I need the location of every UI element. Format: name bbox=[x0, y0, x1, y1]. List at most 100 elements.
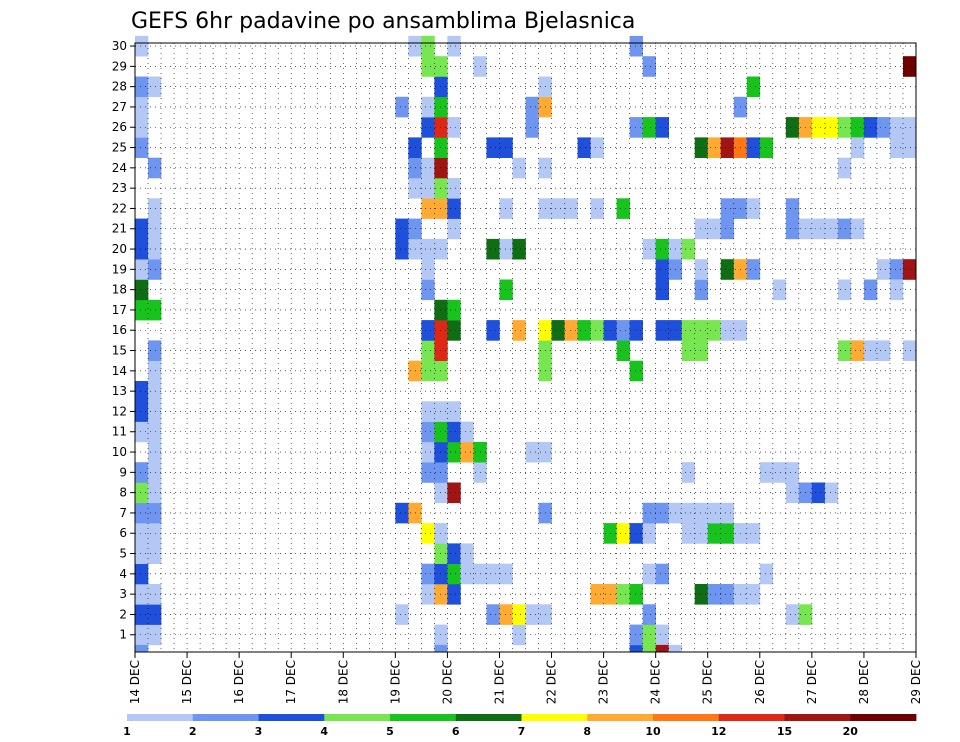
heatmap-cell bbox=[512, 604, 526, 625]
heatmap-cell bbox=[447, 543, 461, 564]
heatmap-cell bbox=[655, 502, 669, 524]
heatmap-cell bbox=[434, 421, 448, 443]
heatmap-cell bbox=[434, 441, 448, 463]
y-tick-label: 23 bbox=[112, 181, 127, 195]
x-tick-label: 22 DEC bbox=[545, 660, 559, 704]
heatmap-cell bbox=[135, 401, 149, 422]
heatmap-cell bbox=[434, 299, 448, 321]
heatmap-cell bbox=[707, 502, 722, 524]
heatmap-cell bbox=[135, 543, 149, 564]
heatmap-cell bbox=[512, 320, 526, 341]
colorbar-swatch bbox=[718, 714, 785, 721]
heatmap-cell bbox=[460, 563, 474, 585]
heatmap-cell bbox=[148, 604, 162, 625]
heatmap-cell bbox=[135, 279, 149, 301]
heatmap-cell bbox=[148, 380, 162, 402]
heatmap-cell bbox=[135, 563, 149, 585]
y-tick-label: 4 bbox=[119, 567, 127, 581]
heatmap-cell bbox=[395, 96, 409, 118]
heatmap-cell bbox=[811, 218, 826, 240]
colorbar-swatch bbox=[850, 714, 917, 721]
heatmap-cell bbox=[421, 117, 435, 138]
heatmap-cell bbox=[876, 340, 891, 361]
heatmap-cells bbox=[135, 35, 917, 653]
heatmap-cell bbox=[135, 137, 149, 158]
heatmap-cell bbox=[148, 198, 162, 219]
heatmap-cell bbox=[447, 320, 461, 341]
colorbar-label: 20 bbox=[843, 725, 859, 738]
y-tick-label: 27 bbox=[112, 100, 127, 114]
heatmap-cell bbox=[135, 218, 149, 240]
heatmap-cell bbox=[629, 584, 643, 605]
heatmap-cell bbox=[824, 117, 839, 138]
heatmap-cell bbox=[135, 624, 149, 646]
heatmap-cell bbox=[837, 218, 852, 240]
heatmap-cell bbox=[629, 644, 643, 653]
heatmap-cell bbox=[421, 320, 435, 341]
heatmap-cell bbox=[681, 238, 696, 260]
heatmap-cell bbox=[694, 279, 709, 301]
heatmap-cell bbox=[681, 340, 696, 361]
colorbar-swatch bbox=[192, 714, 259, 721]
y-tick-label: 20 bbox=[112, 242, 127, 256]
colorbar-label: 7 bbox=[518, 725, 526, 738]
heatmap-cell bbox=[642, 644, 656, 653]
heatmap-cell bbox=[135, 96, 149, 118]
heatmap-cell bbox=[902, 56, 917, 77]
y-tick-label: 21 bbox=[112, 222, 127, 236]
heatmap-cell bbox=[135, 523, 149, 544]
heatmap-cell bbox=[395, 238, 409, 260]
heatmap-cell bbox=[525, 117, 539, 138]
heatmap-cell bbox=[837, 157, 852, 179]
heatmap-cell bbox=[655, 279, 669, 301]
heatmap-cell bbox=[616, 523, 630, 544]
colorbar-swatch bbox=[455, 714, 522, 721]
heatmap-cell bbox=[772, 462, 787, 483]
heatmap-cell bbox=[785, 218, 800, 240]
heatmap-cell bbox=[434, 177, 448, 199]
colorbar-label: 10 bbox=[645, 725, 661, 738]
heatmap-cell bbox=[694, 259, 709, 280]
heatmap-cell bbox=[629, 523, 643, 544]
y-axis-ticks: 1234567891011121314151617181920212223242… bbox=[112, 39, 135, 642]
heatmap-cell bbox=[135, 35, 149, 57]
heatmap-cell bbox=[746, 523, 761, 544]
colorbar-swatch bbox=[258, 714, 325, 721]
x-tick-label: 27 DEC bbox=[805, 660, 819, 704]
y-tick-label: 24 bbox=[112, 161, 127, 175]
heatmap-cell bbox=[421, 421, 435, 443]
heatmap-cell bbox=[720, 137, 735, 158]
heatmap-cell bbox=[135, 259, 149, 280]
heatmap-cell bbox=[837, 117, 852, 138]
heatmap-cell bbox=[564, 320, 578, 341]
heatmap-cell bbox=[148, 259, 162, 280]
heatmap-cell bbox=[759, 462, 774, 483]
chart-title: GEFS 6hr padavine po ansamblima Bjelasni… bbox=[131, 9, 635, 34]
heatmap-cell bbox=[434, 401, 448, 422]
x-tick-label: 23 DEC bbox=[597, 660, 611, 704]
heatmap-cell bbox=[135, 421, 149, 443]
heatmap-cell bbox=[720, 523, 735, 544]
y-tick-label: 28 bbox=[112, 80, 127, 94]
heatmap-cell bbox=[421, 441, 435, 463]
heatmap-cell bbox=[707, 137, 722, 158]
heatmap-cell bbox=[616, 198, 630, 219]
y-tick-label: 18 bbox=[112, 283, 127, 297]
heatmap-cell bbox=[148, 299, 162, 321]
heatmap-cell bbox=[850, 218, 865, 240]
heatmap-cell bbox=[395, 604, 409, 625]
heatmap-cell bbox=[421, 238, 435, 260]
heatmap-cell bbox=[642, 56, 656, 77]
heatmap-cell bbox=[148, 401, 162, 422]
heatmap-cell bbox=[486, 238, 500, 260]
heatmap-cell bbox=[148, 76, 162, 98]
y-tick-label: 16 bbox=[112, 323, 127, 337]
heatmap-cell bbox=[681, 502, 696, 524]
heatmap-cell bbox=[642, 624, 656, 646]
heatmap-cell bbox=[525, 604, 539, 625]
heatmap-cell bbox=[434, 76, 448, 98]
heatmap-cell bbox=[694, 502, 709, 524]
y-tick-label: 1 bbox=[119, 628, 127, 642]
heatmap-cell bbox=[434, 96, 448, 118]
heatmap-cell bbox=[681, 523, 696, 544]
